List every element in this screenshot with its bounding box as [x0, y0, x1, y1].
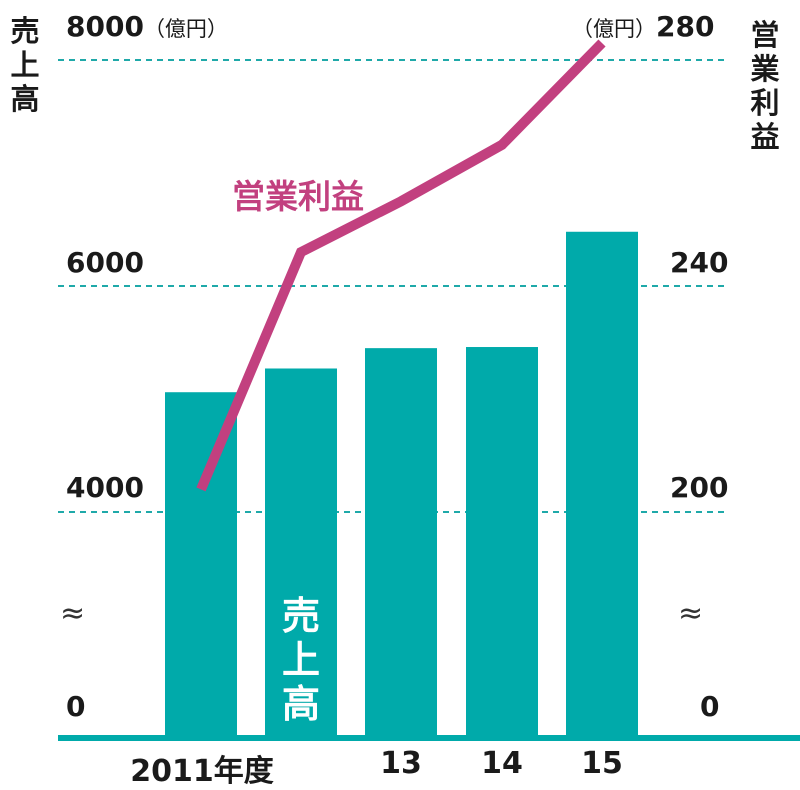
left-axis-title: 売 上 高 — [8, 14, 42, 116]
bar-12 — [265, 368, 337, 738]
right-axis-unit: （億円）280 — [572, 10, 714, 43]
right-tick-240: 240 — [670, 246, 729, 279]
left-axis-unit-text: （億円） — [143, 17, 228, 41]
bar-series-label-char: 上 — [281, 638, 320, 682]
bar-series — [165, 231, 638, 738]
right-axis-max-tick: 280 — [656, 10, 715, 43]
bar-series-label-char: 売 — [281, 594, 320, 638]
x-tick-13: 13 — [380, 746, 422, 781]
right-axis-unit-text: （億円） — [572, 17, 656, 41]
x-tick-2011: 2011年度 — [130, 754, 274, 789]
bar-14 — [466, 347, 538, 738]
left-axis-max-tick: 8000 — [66, 10, 144, 43]
left-axis-unit: 8000（億円） — [66, 10, 228, 43]
left-tick-4000: 4000 — [66, 471, 144, 504]
right-tick-200: 200 — [670, 471, 729, 504]
bar-13 — [365, 348, 437, 738]
right-tick-0: 0 — [700, 690, 720, 723]
left-axis-break-icon: ≈ — [60, 596, 86, 631]
bar-series-label: 売 上 高 — [279, 594, 323, 726]
right-axis-title-char: 利 — [750, 86, 780, 120]
left-axis-title-char: 上 — [10, 48, 40, 82]
right-axis-break-icon: ≈ — [678, 596, 704, 631]
right-axis-title-char: 益 — [750, 120, 780, 154]
bar-series-label-char: 高 — [281, 682, 320, 726]
x-tick-14: 14 — [481, 746, 523, 781]
bar-2011年度 — [165, 392, 237, 738]
left-axis-title-char: 売 — [10, 14, 40, 48]
operating-profit-line — [196, 39, 606, 492]
line-series-label: 営業利益 — [232, 177, 364, 216]
right-axis-title: 営 業 利 益 — [748, 18, 782, 154]
left-tick-6000: 6000 — [66, 246, 144, 279]
right-axis-title-char: 営 — [750, 18, 780, 52]
x-tick-15: 15 — [581, 746, 623, 781]
bar-15 — [566, 231, 638, 738]
left-tick-0: 0 — [66, 690, 86, 723]
left-axis-title-char: 高 — [10, 82, 40, 116]
right-axis-title-char: 業 — [750, 52, 780, 86]
